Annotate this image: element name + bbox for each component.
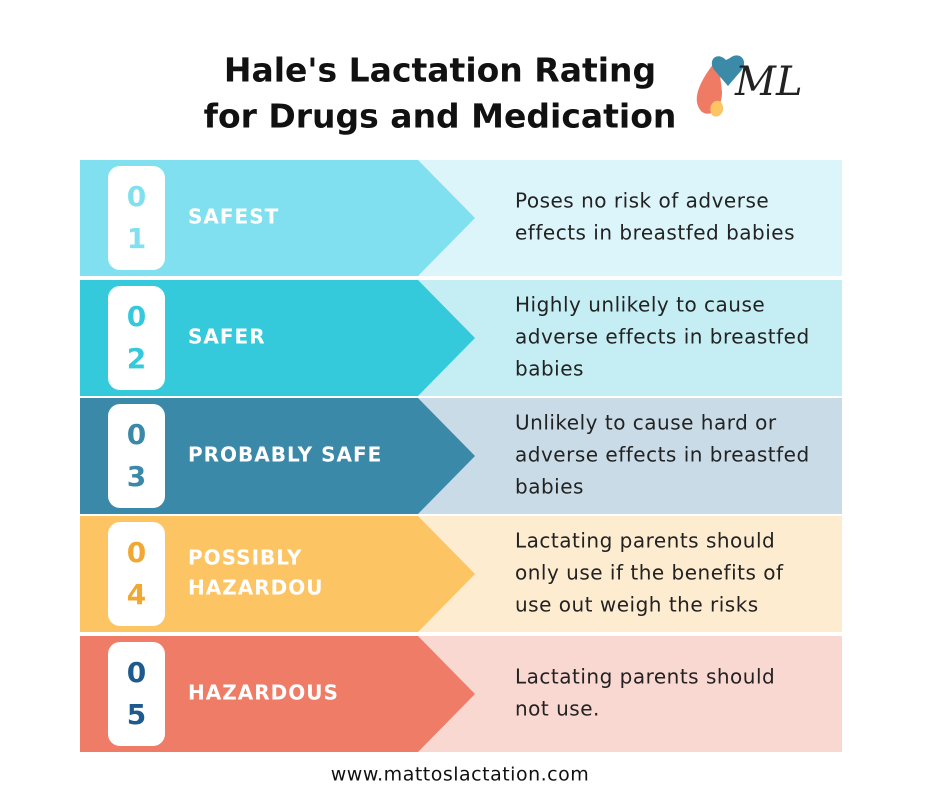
row-description: only use if the benefits of bbox=[515, 561, 784, 585]
number-badge bbox=[108, 286, 165, 390]
number-badge bbox=[108, 642, 165, 746]
row-description: Poses no risk of adverse bbox=[515, 189, 769, 213]
number-digit: 4 bbox=[127, 578, 146, 611]
row-description: Lactating parents should bbox=[515, 665, 775, 689]
logo-text: ML bbox=[734, 59, 803, 105]
number-digit: 2 bbox=[127, 342, 146, 375]
number-digit: 0 bbox=[127, 180, 146, 213]
row-label: POSSIBLY bbox=[188, 546, 302, 570]
row-label-arrow bbox=[80, 398, 475, 514]
number-badge bbox=[108, 166, 165, 270]
row-description: use out weigh the risks bbox=[515, 593, 759, 617]
number-digit: 0 bbox=[127, 536, 146, 569]
row-description-bg bbox=[418, 398, 842, 514]
row-description-bg bbox=[418, 280, 842, 396]
row-description: effects in breastfed babies bbox=[515, 221, 795, 245]
number-digit: 0 bbox=[127, 656, 146, 689]
title-line: Hale's Lactation Rating bbox=[224, 51, 656, 90]
logo-heart bbox=[711, 55, 745, 86]
logo-drop bbox=[696, 58, 722, 114]
row-description: adverse effects in breastfed bbox=[515, 325, 810, 349]
row-label-arrow bbox=[80, 636, 475, 752]
row-label: HAZARDOUS bbox=[188, 681, 339, 705]
title-line: for Drugs and Medication bbox=[204, 97, 677, 136]
row-description-bg bbox=[418, 636, 842, 752]
number-digit: 5 bbox=[127, 698, 146, 731]
row-label-arrow bbox=[80, 280, 475, 396]
row-label-arrow bbox=[80, 516, 475, 632]
row-description: Highly unlikely to cause bbox=[515, 293, 765, 317]
row-label-arrow bbox=[80, 160, 475, 276]
number-digit: 0 bbox=[127, 300, 146, 333]
row-description: babies bbox=[515, 475, 584, 499]
number-badge bbox=[108, 522, 165, 626]
row-description-bg bbox=[418, 160, 842, 276]
row-description-bg bbox=[418, 516, 842, 632]
logo-dot bbox=[710, 100, 724, 117]
row-label: HAZARDOU bbox=[188, 576, 323, 600]
row-description: adverse effects in breastfed bbox=[515, 443, 810, 467]
number-digit: 0 bbox=[127, 418, 146, 451]
row-description: not use. bbox=[515, 697, 600, 721]
row-description: Lactating parents should bbox=[515, 529, 775, 553]
row-label: SAFER bbox=[188, 325, 266, 349]
footer-url: www.mattoslactation.com bbox=[331, 764, 589, 786]
row-label: PROBABLY SAFE bbox=[188, 443, 382, 467]
number-digit: 1 bbox=[127, 222, 146, 255]
number-digit: 3 bbox=[127, 460, 146, 493]
logo: ML bbox=[696, 55, 803, 117]
row-description: babies bbox=[515, 357, 584, 381]
row-description: Unlikely to cause hard or bbox=[515, 411, 777, 435]
rows: 0 1 SAFEST Poses no risk of adverse effects … bbox=[80, 160, 842, 752]
row-label: SAFEST bbox=[188, 205, 279, 229]
number-badge bbox=[108, 404, 165, 508]
